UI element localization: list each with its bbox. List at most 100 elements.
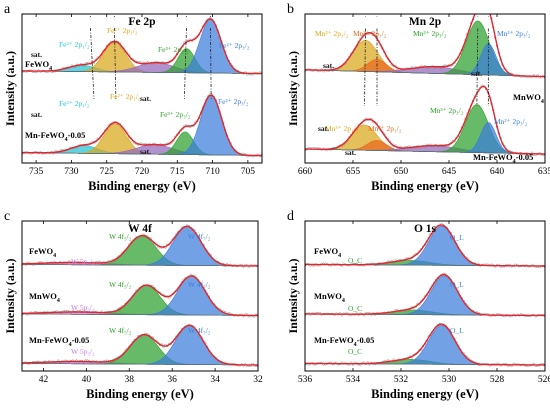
peak-fit-1 — [305, 325, 545, 366]
x-tick-label: 655 — [346, 167, 361, 177]
peak-annotation: W 4f₇/₂ — [188, 326, 211, 335]
sample-label: FeWO4 — [29, 246, 56, 259]
x-tick-label: 532 — [394, 375, 409, 385]
baseline — [22, 264, 258, 267]
peak-annotation: W 4f₅/₂ — [109, 232, 132, 241]
peak-annotation: O_L — [450, 326, 464, 335]
raw-data-point — [256, 364, 258, 368]
x-tick-label: 40 — [82, 375, 92, 385]
raw-data-point — [476, 9, 478, 11]
sample-label: Mn-FeWO4-0.05 — [25, 130, 85, 143]
peak-annotation: sat. — [140, 147, 151, 156]
sample-label-sub: 4 — [69, 342, 72, 348]
x-tick-label: 645 — [442, 167, 457, 177]
panel-d: 536 534 532 530 528 526 Binding energy (eV) Int… — [286, 209, 550, 401]
sample-label: Mn-FeWO4-0.05 — [314, 335, 374, 348]
x-tick-label: 526 — [538, 375, 550, 385]
peak-annotation: Fe³⁺ 2p₁/₂ — [59, 40, 90, 49]
sample-label-main: MnWO — [314, 291, 342, 301]
panel-b: 660 655 650 645 640 635 Binding energy (eV) Int… — [286, 0, 550, 193]
sample-label: FeWO4 — [314, 246, 341, 259]
x-tick-label: 635 — [538, 167, 550, 177]
raw-data-point — [485, 3, 487, 5]
peak-annotation: Fe³⁺ 2p₃/₂ — [160, 110, 191, 119]
sample-label-sub: 4 — [53, 253, 56, 259]
peak-annotation: W 4f₇/₂ — [188, 232, 211, 241]
peak-annotation: Fe³⁺ 2p₃/₂ — [158, 45, 189, 54]
peak-annotation: sat. — [31, 110, 42, 119]
peak-annotation: Mn²⁺ 2p₁/₂ — [368, 124, 402, 133]
raw-data-point — [260, 153, 262, 156]
x-tick-label: 42 — [39, 375, 49, 385]
baseline — [305, 69, 545, 77]
envelope-fit-line — [22, 324, 258, 366]
x-tick-label: 528 — [490, 375, 505, 385]
spectrum-MnWO4 — [22, 273, 258, 318]
panel-title: Fe 2p — [128, 16, 155, 28]
envelope-fit-line — [22, 225, 258, 267]
spectrum-MnWO4 — [305, 272, 545, 318]
sample-label-main: MnWO — [513, 92, 541, 102]
peak-guide-line-1 — [114, 27, 117, 99]
sample-label-post: -0.05 — [72, 335, 90, 345]
panel-letter: b — [287, 2, 294, 17]
envelope-fit-line — [305, 224, 545, 267]
raw-data-point — [481, 1, 483, 3]
sample-label-main: Mn-FeWO — [473, 152, 513, 162]
x-tick-label: 725 — [100, 167, 115, 177]
baseline — [22, 152, 262, 156]
sample-label: Mn-FeWO4-0.05 — [473, 152, 533, 165]
raw-data-point — [487, 6, 489, 8]
sample-label-sub: 4 — [57, 298, 60, 304]
peak-annotation: sat. — [318, 124, 329, 133]
raw-data-point — [479, 2, 481, 4]
baseline — [22, 363, 258, 366]
spectrum-Mn-FeWO4-0.05 — [22, 93, 262, 158]
panel-letter: c — [4, 209, 10, 224]
peak-annotation: O_C — [348, 256, 362, 265]
peak-annotation: Mn³⁺ 2p₁/₂ — [325, 124, 359, 133]
spectrum-FeWO4 — [305, 223, 545, 269]
envelope-fit-line — [305, 14, 545, 78]
peak-annotation: O_C — [348, 347, 362, 356]
peak-annotation: Mn³⁺ 2p₃/₂ — [413, 29, 447, 38]
plot-area — [22, 224, 258, 368]
peak-annotation: O_C — [348, 304, 362, 313]
peak-annotation: sat. — [345, 148, 356, 157]
peak-annotation: Fe²⁺ 2p₃/₂ — [218, 97, 249, 106]
peak-annotation: W 4f₅/₂ — [109, 280, 132, 289]
baseline — [22, 70, 262, 74]
x-tick-label: 534 — [346, 375, 361, 385]
x-axis-label: Binding energy (eV) — [371, 387, 479, 401]
x-tick-label: 640 — [490, 167, 505, 177]
sample-label-post: -0.05 — [516, 152, 534, 162]
x-axis-label: Binding energy (eV) — [371, 179, 479, 193]
spectrum-MnWO4 — [305, 0, 545, 79]
peak-annotation: Mn²⁺ 2p₃/₂ — [494, 117, 528, 126]
x-tick-label: 36 — [167, 375, 177, 385]
x-tick-label: 720 — [135, 167, 150, 177]
panel-letter: d — [287, 209, 294, 224]
peak-guide-line-3 — [210, 28, 212, 99]
x-tick-label: 730 — [64, 167, 79, 177]
x-tick-label: 705 — [241, 167, 256, 177]
peak-guide-line-2 — [476, 28, 479, 106]
peak-annotation: Mn²⁺ 2p₁/₂ — [353, 29, 387, 38]
peak-annotation: Fe²⁺ 2p₃/₂ — [219, 41, 250, 50]
spectrum-Mn-FeWO4-0.05 — [22, 323, 258, 368]
sample-label-main: FeWO — [25, 59, 49, 69]
sample-label-main: FeWO — [314, 246, 338, 256]
spectrum-Mn-FeWO4-0.05 — [305, 323, 545, 368]
baseline — [22, 313, 258, 316]
sample-label-sub: 4 — [354, 342, 357, 348]
raw-data-point — [483, 0, 485, 2]
envelope-fit-line — [305, 323, 545, 366]
sample-label: MnWO4 — [29, 291, 60, 304]
sample-label-main: Mn-FeWO — [29, 335, 69, 345]
envelope-fit-line — [22, 94, 262, 157]
plot-frame — [21, 220, 259, 372]
peak-annotation: sat. — [323, 61, 334, 70]
peak-annotation: W 5p₃/₂ — [71, 347, 95, 356]
envelope-fit-line — [305, 85, 545, 155]
baseline — [305, 148, 545, 155]
